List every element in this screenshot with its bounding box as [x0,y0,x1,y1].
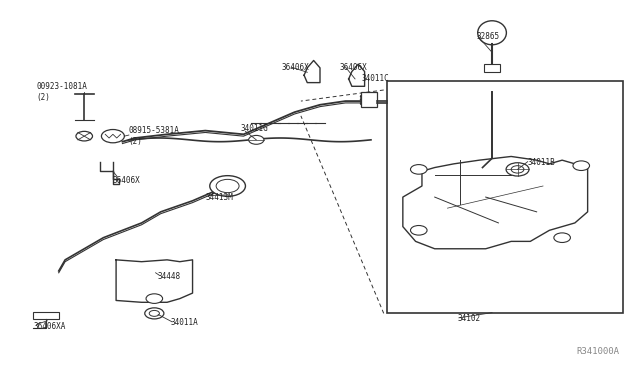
Circle shape [410,225,427,235]
Text: 32865: 32865 [476,32,499,41]
Circle shape [210,176,246,196]
Bar [484,64,500,71]
Ellipse shape [477,21,506,45]
Text: 34011B: 34011B [527,157,555,167]
Text: 34011C: 34011C [362,74,389,83]
Text: 34011G: 34011G [241,124,268,133]
Circle shape [145,308,164,319]
Circle shape [511,166,524,173]
Circle shape [216,179,239,193]
Text: 36406X: 36406X [113,176,141,185]
Text: R341000A: R341000A [577,347,620,356]
Circle shape [410,164,427,174]
Circle shape [76,131,93,141]
Bar [387,81,623,313]
Bar [362,92,378,107]
Text: 36406X: 36406X [339,63,367,72]
Text: 36406XA: 36406XA [33,322,66,331]
Polygon shape [33,311,59,319]
Text: 34413M: 34413M [205,193,233,202]
Text: 36406X: 36406X [282,63,310,72]
Circle shape [573,161,589,170]
Text: 34011A: 34011A [170,318,198,327]
Text: 00923-1081A
(2): 00923-1081A (2) [36,82,87,102]
Text: 34102: 34102 [457,314,480,323]
Circle shape [506,163,529,176]
Text: 08915-5381A
(2): 08915-5381A (2) [129,126,180,146]
Circle shape [146,294,163,304]
Circle shape [248,135,264,144]
Text: 34448: 34448 [157,272,180,281]
Circle shape [149,310,159,316]
Circle shape [554,233,570,243]
Circle shape [101,129,124,143]
